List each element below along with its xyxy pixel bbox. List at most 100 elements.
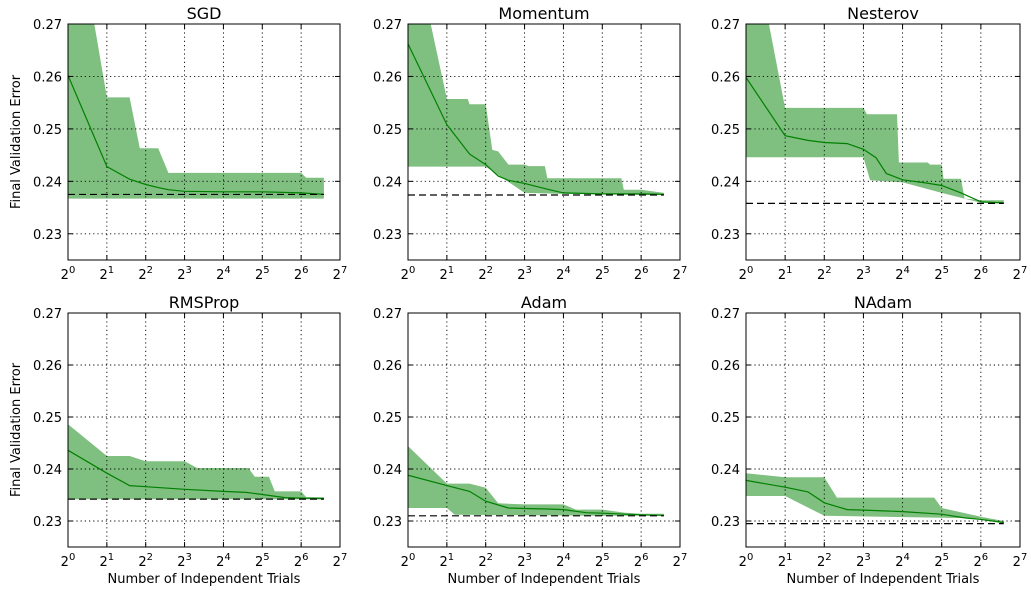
spread-band: [746, 473, 1004, 524]
x-tick-label: 21: [100, 265, 115, 283]
x-tick-label: 27: [333, 552, 348, 570]
y-tick-label: 0.24: [33, 463, 62, 478]
panel-nesterov: 0.23 0.24 0.25 0.26 0.27 20 21 22 23 24 25 26 27 Nest…: [711, 4, 1027, 283]
y-tick-label: 0.26: [711, 70, 740, 85]
panel-adam: 0.23 0.24 0.25 0.26 0.27 20 21 22 23 24 25 26 27 Adam…: [373, 293, 687, 587]
x-tick-label: 24: [216, 265, 231, 283]
y-tick-label: 0.27: [33, 307, 62, 322]
x-tick-label: 26: [294, 265, 309, 283]
x-tick-label: 20: [401, 552, 416, 570]
x-tick-label: 20: [61, 265, 76, 283]
x-tick-label: 27: [1013, 552, 1028, 570]
axes-frame: [407, 23, 681, 261]
x-axis-label: Number of Independent Trials: [448, 572, 641, 587]
x-tick-label: 23: [177, 265, 192, 283]
axes-frame: [745, 312, 1021, 548]
x-tick-label: 20: [739, 552, 754, 570]
spread-band: [68, 424, 324, 500]
x-tick-label: 21: [778, 552, 793, 570]
plot-area: [408, 313, 680, 547]
y-tick-label: 0.25: [373, 411, 402, 426]
x-tick-label: 21: [440, 552, 455, 570]
y-tick-label: 0.27: [711, 18, 740, 33]
y-tick-label: 0.24: [33, 175, 62, 190]
y-tick-label: 0.26: [373, 70, 402, 85]
y-tick-label: 0.23: [33, 515, 62, 530]
y-tick-label: 0.25: [373, 123, 402, 138]
median-line: [68, 75, 324, 195]
axes-frame: [745, 23, 1021, 261]
median-line: [68, 449, 324, 500]
plot-area: [68, 313, 340, 547]
y-tick-label: 0.23: [373, 228, 402, 243]
y-axis-label: Final Validation Error: [9, 74, 24, 209]
panel-sgd: 0.23 0.24 0.25 0.26 0.27 20 21 22 23 24 25 26 27 SGD F…: [9, 4, 347, 283]
x-axis-label: Number of Independent Trials: [787, 572, 980, 587]
y-tick-label: 0.27: [711, 307, 740, 322]
x-tick-label: 22: [478, 265, 493, 283]
y-tick-label: 0.23: [711, 515, 740, 530]
x-tick-label: 21: [100, 552, 115, 570]
x-tick-label: 22: [817, 552, 832, 570]
x-tick-label: 20: [61, 552, 76, 570]
spread-band: [746, 24, 1004, 204]
x-tick-label: 24: [556, 552, 571, 570]
plot-area: [746, 313, 1020, 547]
median-line: [746, 77, 1004, 204]
y-axis-label: Final Validation Error: [9, 362, 24, 497]
y-tick-label: 0.24: [373, 463, 402, 478]
y-tick-label: 0.26: [33, 70, 62, 85]
x-tick-label: 26: [974, 265, 989, 283]
x-tick-label: 25: [255, 552, 270, 570]
panel-rmsprop: 0.23 0.24 0.25 0.26 0.27 20 21 22 23 24 25 26 27 RMSP…: [9, 293, 347, 587]
panel-nadam: 0.23 0.24 0.25 0.26 0.27 20 21 22 23 24 25 26 27 NAda…: [711, 293, 1027, 587]
x-tick-label: 21: [778, 265, 793, 283]
x-tick-label: 25: [595, 552, 610, 570]
y-tick-label: 0.25: [33, 123, 62, 138]
x-tick-label: 26: [294, 552, 309, 570]
panel-title: Nesterov: [847, 4, 919, 23]
panel-title: SGD: [187, 4, 222, 23]
y-tick-label: 0.23: [373, 515, 402, 530]
axes-frame: [407, 312, 681, 548]
x-tick-label: 25: [934, 265, 949, 283]
x-tick-label: 25: [595, 265, 610, 283]
y-tick-label: 0.23: [711, 228, 740, 243]
plot-area: [746, 24, 1020, 260]
y-tick-label: 0.26: [33, 359, 62, 374]
x-tick-label: 27: [1013, 265, 1028, 283]
x-tick-label: 20: [401, 265, 416, 283]
x-tick-label: 26: [974, 552, 989, 570]
y-tick-label: 0.27: [33, 18, 62, 33]
x-tick-label: 22: [138, 265, 153, 283]
y-tick-label: 0.25: [33, 411, 62, 426]
x-tick-label: 22: [138, 552, 153, 570]
plot-area: [408, 24, 680, 260]
x-tick-label: 21: [440, 265, 455, 283]
x-tick-label: 25: [934, 552, 949, 570]
x-tick-label: 24: [895, 552, 910, 570]
x-tick-label: 22: [478, 552, 493, 570]
x-tick-label: 23: [517, 552, 532, 570]
plot-area: [68, 24, 340, 260]
x-tick-label: 24: [556, 265, 571, 283]
x-tick-label: 20: [739, 265, 754, 283]
spread-band: [68, 24, 324, 199]
x-tick-label: 27: [673, 265, 688, 283]
panel-title: RMSProp: [169, 293, 240, 312]
y-tick-label: 0.27: [373, 18, 402, 33]
panel-momentum: 0.23 0.24 0.25 0.26 0.27 20 21 22 23 24 25 26 27 Mome…: [373, 4, 687, 283]
x-tick-label: 27: [673, 552, 688, 570]
x-tick-label: 22: [817, 265, 832, 283]
x-tick-label: 24: [895, 265, 910, 283]
median-line: [408, 474, 664, 516]
panel-title: Momentum: [498, 4, 589, 23]
y-tick-label: 0.23: [33, 228, 62, 243]
x-tick-label: 25: [255, 265, 270, 283]
x-tick-label: 24: [216, 552, 231, 570]
x-axis-label: Number of Independent Trials: [108, 572, 301, 587]
median-line: [746, 479, 1004, 524]
x-tick-label: 23: [517, 265, 532, 283]
y-tick-label: 0.26: [373, 359, 402, 374]
